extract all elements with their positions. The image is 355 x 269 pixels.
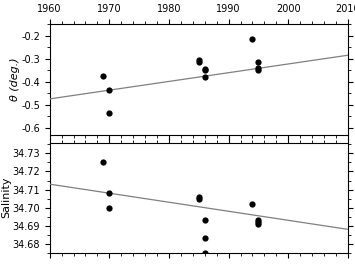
Y-axis label: Salinity: Salinity: [1, 177, 11, 218]
Y-axis label: θ (deg.): θ (deg.): [10, 58, 20, 101]
